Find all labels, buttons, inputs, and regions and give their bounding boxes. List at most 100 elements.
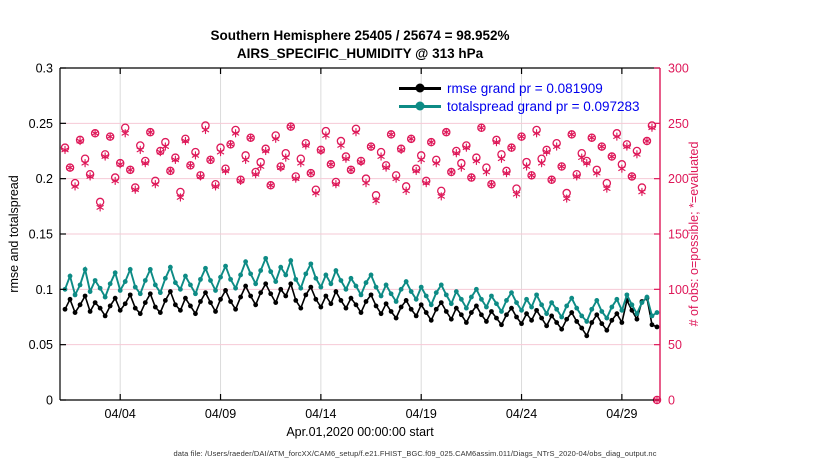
totalspread-marker bbox=[584, 319, 590, 324]
obs-evaluated-marker bbox=[101, 152, 109, 161]
obs-evaluated-marker bbox=[472, 156, 481, 166]
totalspread-marker bbox=[589, 306, 595, 312]
obs-evaluated-marker bbox=[66, 163, 74, 172]
obs-evaluated-marker bbox=[61, 145, 69, 155]
rmse-marker bbox=[112, 295, 118, 301]
totalspread-marker bbox=[398, 286, 404, 292]
obs-evaluated-marker bbox=[628, 172, 636, 181]
totalspread-marker bbox=[333, 268, 339, 273]
totalspread-marker bbox=[393, 299, 399, 304]
obs-evaluated-marker bbox=[342, 154, 350, 163]
rmse-marker bbox=[188, 303, 193, 309]
obs-evaluated-marker bbox=[547, 175, 556, 184]
rmse-marker bbox=[649, 322, 655, 328]
obs-evaluated-marker bbox=[206, 155, 215, 165]
rmse-marker bbox=[328, 301, 334, 307]
totalspread-marker bbox=[358, 292, 364, 298]
rmse-marker bbox=[519, 321, 524, 327]
obs-evaluated-marker bbox=[337, 141, 345, 150]
totalspread-marker bbox=[619, 307, 625, 313]
totalspread-marker bbox=[559, 314, 565, 320]
rmse-marker bbox=[453, 305, 459, 311]
totalspread-marker-icon bbox=[415, 101, 425, 111]
rmse-marker bbox=[348, 295, 354, 301]
totalspread-marker bbox=[403, 279, 409, 284]
obs-evaluated-marker bbox=[151, 180, 159, 189]
rmse-marker bbox=[323, 293, 329, 299]
totalspread-marker bbox=[107, 281, 113, 287]
obs-evaluated-marker bbox=[161, 142, 170, 151]
totalspread-marker bbox=[634, 311, 640, 317]
rmse-marker bbox=[494, 315, 499, 321]
totalspread-marker bbox=[137, 291, 143, 297]
rmse-marker bbox=[147, 291, 153, 297]
totalspread-marker bbox=[509, 290, 514, 296]
rmse-marker bbox=[303, 292, 309, 298]
rmse-marker bbox=[122, 301, 128, 307]
totalspread-marker bbox=[479, 296, 484, 302]
rmse-marker bbox=[438, 300, 444, 306]
totalspread-marker bbox=[378, 293, 384, 299]
totalspread-marker bbox=[433, 290, 439, 296]
rmse-marker bbox=[584, 333, 590, 339]
obs-evaluated-marker bbox=[482, 167, 491, 177]
rmse-marker bbox=[654, 324, 660, 330]
rmse-marker bbox=[313, 296, 319, 302]
rmse-marker bbox=[473, 303, 479, 309]
obs-evaluated-marker bbox=[241, 155, 250, 165]
totalspread-marker bbox=[328, 281, 334, 287]
totalspread-marker bbox=[624, 292, 630, 298]
obs-evaluated-marker bbox=[613, 132, 621, 141]
totalspread-marker bbox=[599, 309, 605, 314]
obs-evaluated-marker bbox=[537, 158, 546, 168]
totalspread-marker bbox=[524, 296, 529, 302]
left-tick-label: 0.1 bbox=[36, 283, 53, 297]
rmse-marker bbox=[479, 312, 484, 318]
totalspread-marker bbox=[82, 267, 88, 272]
totalspread-marker bbox=[112, 270, 118, 276]
obs-evaluated-marker bbox=[593, 168, 601, 178]
rmse-marker bbox=[594, 312, 600, 318]
obs-evaluated-marker bbox=[131, 185, 139, 194]
obs-evaluated-marker bbox=[282, 153, 290, 162]
totalspread-marker bbox=[263, 255, 269, 261]
rmse-marker bbox=[283, 293, 289, 299]
legend-label-rmse: rmse grand pr = 0.081909 bbox=[447, 80, 603, 96]
legend-label-totalspread: totalspread grand pr = 0.097283 bbox=[447, 98, 640, 114]
rmse-marker bbox=[132, 305, 138, 311]
obs-evaluated-marker bbox=[578, 153, 586, 162]
totalspread-marker bbox=[142, 278, 148, 283]
totalspread-marker bbox=[438, 282, 444, 288]
legend: rmse grand pr = 0.081909 totalspread gra… bbox=[399, 79, 640, 115]
totalspread-marker bbox=[127, 267, 133, 272]
rmse-marker bbox=[443, 309, 449, 314]
obs-evaluated-marker bbox=[432, 158, 440, 168]
left-axis-label: rmse and totalspread bbox=[7, 175, 21, 293]
rmse-marker bbox=[629, 307, 635, 313]
obs-evaluated-marker bbox=[357, 157, 365, 167]
obs-evaluated-marker bbox=[447, 167, 455, 177]
totalspread-marker bbox=[564, 303, 570, 309]
obs-evaluated-marker bbox=[171, 155, 180, 165]
totalspread-marker bbox=[604, 315, 610, 321]
totalspread-marker bbox=[494, 301, 499, 307]
obs-evaluated-marker bbox=[442, 128, 450, 137]
totalspread-marker bbox=[539, 302, 545, 308]
rmse-marker bbox=[343, 305, 349, 311]
left-tick-label: 0.2 bbox=[36, 172, 53, 186]
obs-evaluated-marker bbox=[292, 174, 300, 183]
rmse-marker bbox=[634, 316, 640, 322]
obs-evaluated-marker bbox=[126, 165, 134, 174]
x-tick-label: 04/14 bbox=[305, 407, 336, 421]
rmse-marker bbox=[293, 298, 299, 303]
x-tick-label: 04/19 bbox=[406, 407, 437, 421]
totalspread-marker bbox=[423, 293, 429, 299]
rmse-marker bbox=[77, 302, 83, 308]
obs-evaluated-marker bbox=[106, 132, 114, 141]
obs-evaluated-marker bbox=[116, 160, 124, 169]
totalspread-marker bbox=[554, 306, 560, 312]
obs-evaluated-marker bbox=[176, 193, 185, 202]
right-tick-label: 200 bbox=[668, 172, 689, 186]
obs-evaluated-marker bbox=[191, 151, 200, 160]
obs-evaluated-marker bbox=[262, 146, 270, 156]
